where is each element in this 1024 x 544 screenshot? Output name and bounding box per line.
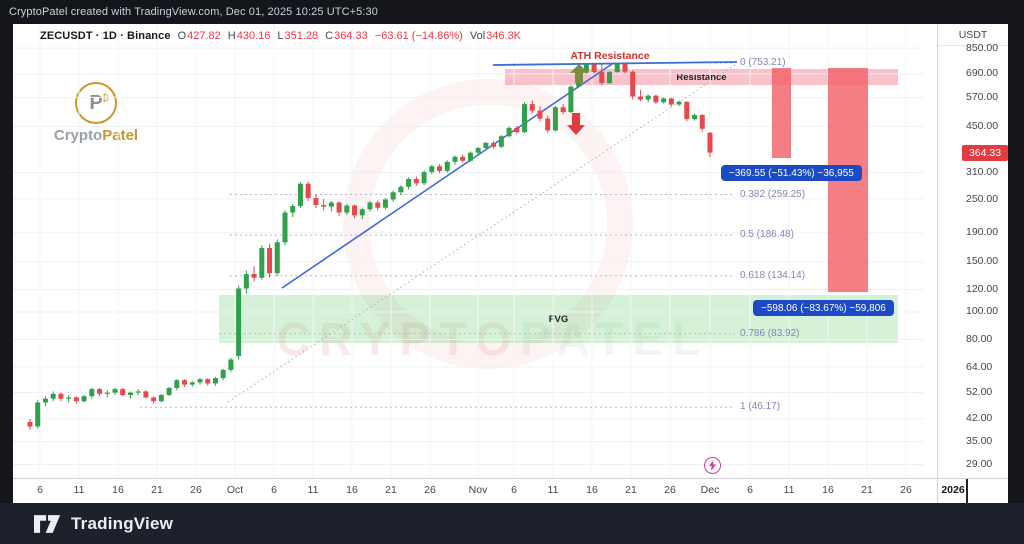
time-tick: 21: [151, 484, 163, 496]
time-tick: 11: [783, 484, 795, 496]
time-tick: 11: [307, 484, 319, 496]
fib-retracement-lines[interactable]: [140, 62, 735, 408]
footer-bar: TradingView: [0, 503, 1024, 544]
time-tick: Oct: [226, 484, 244, 496]
fib-label-0[interactable]: 0 (753.21): [740, 57, 786, 69]
time-tick: 26: [664, 484, 676, 496]
dotted-trendline[interactable]: [227, 62, 739, 403]
ohlc-field: L 351.28: [277, 30, 319, 42]
ath-resistance-label[interactable]: ATH Resistance: [570, 50, 650, 62]
ohlc-legend: ZECUSDT · 1D · Binance O 427.82 H 430.16 L 351…: [40, 30, 521, 42]
fvg-zone-label: FVG: [548, 313, 569, 325]
tradingview-wordmark[interactable]: TradingView: [71, 513, 174, 533]
candles-series: [27, 63, 713, 430]
chart-canvas[interactable]: [13, 24, 937, 478]
volume-field: Vol 346.3K: [469, 30, 522, 42]
time-tick: 26: [190, 484, 202, 496]
fib-label-0.786[interactable]: 0.786 (83.92): [740, 327, 800, 339]
time-tick: Dec: [700, 484, 720, 496]
time-tick: 26: [424, 484, 436, 496]
price-tick: 35.00: [966, 434, 993, 447]
price-tick: 850.00: [966, 41, 999, 54]
ohlc-field: O 427.82: [177, 30, 221, 42]
change-value: −63.61 (−14.86%): [374, 30, 463, 42]
price-tick: 310.00: [966, 165, 999, 178]
time-tick: 16: [822, 484, 834, 496]
time-tick: 21: [861, 484, 873, 496]
time-tick: 21: [625, 484, 637, 496]
time-tick: 6: [747, 484, 753, 496]
price-tick: 570.00: [966, 90, 999, 103]
ohlc-field: C 364.33: [325, 30, 368, 42]
time-tick: 6: [37, 484, 43, 496]
price-tick: 80.00: [966, 332, 993, 345]
price-tick: 150.00: [966, 255, 999, 268]
price-tick: 64.00: [966, 360, 993, 373]
trendline[interactable]: [281, 63, 613, 289]
cryptopatel-wordmark: CryptoPatel: [53, 127, 139, 144]
time-tick: 16: [112, 484, 124, 496]
time-tick: 21: [385, 484, 397, 496]
price-tick: 690.00: [966, 67, 999, 80]
price-tick: 120.00: [966, 283, 999, 295]
gridlines: [13, 24, 924, 478]
current-price-tag: 364.33: [962, 144, 1008, 161]
fib-label-0.5[interactable]: 0.5 (186.48): [740, 229, 794, 241]
time-tick: 6: [271, 484, 277, 496]
price-tick: 100.00: [966, 305, 999, 318]
measurement-label-1[interactable]: −369.55 (−51.43%) −36,955: [721, 165, 862, 181]
fib-label-0.382[interactable]: 0.382 (259.25): [740, 188, 806, 200]
tradingview-icon: [34, 514, 61, 533]
time-axis-separator: [13, 478, 1008, 479]
price-tick: 29.00: [966, 458, 993, 471]
price-axis-separator: [937, 24, 938, 503]
replay-flash-button[interactable]: [704, 457, 721, 474]
ohlc-field: H 430.16: [227, 30, 271, 42]
attribution-bar: CryptoPatel created with TradingView.com…: [0, 0, 1024, 24]
price-tick: 190.00: [966, 226, 999, 239]
time-tick: 11: [73, 484, 85, 496]
axis-corner-line: [966, 479, 968, 503]
lightning-icon: [708, 460, 717, 471]
currency-cell-separator: [938, 45, 1008, 46]
resistance-zone-label: Resistance: [676, 71, 727, 83]
symbol-description: ZECUSDT · 1D · Binance: [40, 30, 171, 42]
attribution-text: CryptoPatel created with TradingView.com…: [9, 6, 378, 18]
price-tick: 450.00: [966, 120, 999, 133]
up-arrow-marker[interactable]: [570, 64, 588, 83]
time-tick: 6: [511, 484, 517, 496]
ath-resistance-line[interactable]: [492, 61, 738, 66]
price-tick: 52.00: [966, 386, 993, 399]
time-tick: 16: [586, 484, 598, 496]
measurement-label-2[interactable]: −598.06 (−83.67%) −59,806: [753, 300, 894, 316]
fib-label-1[interactable]: 1 (46.17): [740, 401, 781, 413]
fib-label-0.618[interactable]: 0.618 (134.14): [740, 269, 806, 281]
down-arrow-marker[interactable]: [567, 113, 585, 135]
time-tick: 11: [547, 484, 559, 496]
time-tick: 16: [346, 484, 358, 496]
price-axis-currency: USDT: [958, 29, 988, 41]
price-tick: 250.00: [966, 192, 999, 205]
chart-panel: CRYPTOPATEL P ₿ CryptoPatel Resistance F…: [13, 24, 1008, 503]
time-tick: Nov: [468, 484, 488, 496]
time-tick: 26: [900, 484, 912, 496]
price-tick: 42.00: [966, 412, 993, 425]
time-tick: 2026: [941, 484, 965, 496]
